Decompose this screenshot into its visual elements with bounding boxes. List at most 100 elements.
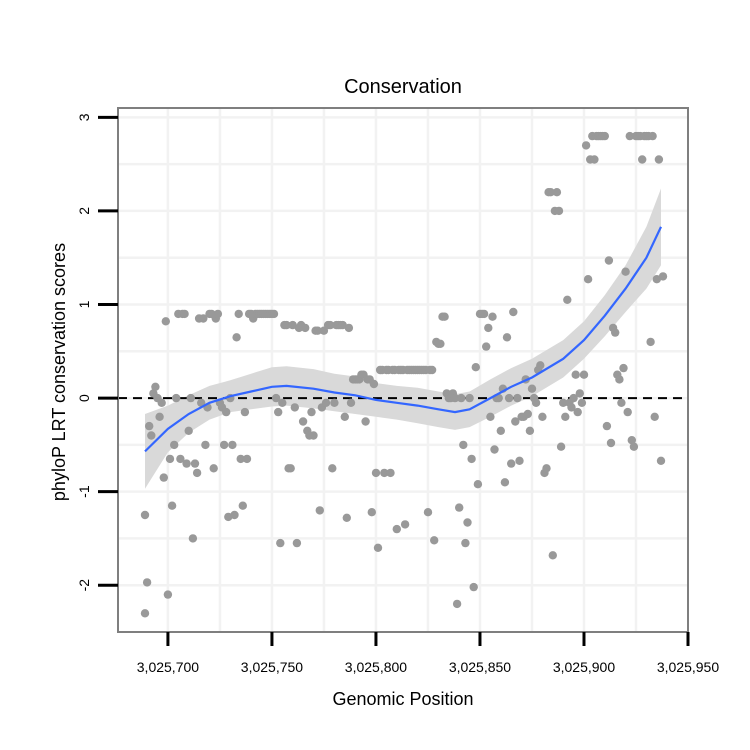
data-point	[271, 393, 281, 403]
data-point	[455, 503, 464, 512]
data-point	[471, 363, 480, 372]
data-point	[569, 393, 578, 403]
data-point	[463, 518, 472, 527]
data-point	[600, 131, 609, 141]
data-point	[457, 393, 466, 403]
data-point	[606, 438, 616, 448]
data-point	[344, 323, 354, 333]
data-point	[222, 407, 231, 417]
data-point	[240, 407, 250, 417]
data-point	[627, 436, 636, 445]
data-point	[527, 384, 537, 393]
data-point	[400, 520, 410, 529]
y-tick-label: -1	[76, 485, 92, 498]
data-point	[552, 188, 562, 197]
data-point	[430, 536, 439, 545]
data-point	[648, 131, 657, 141]
data-point	[330, 398, 339, 407]
data-point	[621, 267, 630, 276]
data-point	[467, 454, 476, 464]
data-point	[274, 407, 283, 417]
data-point	[301, 323, 310, 333]
data-point	[450, 393, 460, 403]
data-point	[232, 333, 241, 342]
x-tick-label: 3,025,850	[449, 659, 511, 675]
data-point	[238, 501, 247, 510]
y-axis: -2 -1 0 1 2 3	[76, 113, 118, 591]
data-point	[513, 393, 522, 403]
data-point	[201, 440, 210, 450]
data-point	[234, 309, 243, 319]
data-point	[373, 543, 383, 552]
data-point	[502, 333, 512, 342]
data-point	[147, 431, 156, 440]
data-point	[309, 431, 318, 440]
data-point	[228, 440, 237, 450]
data-point	[292, 538, 302, 548]
data-point	[602, 421, 612, 431]
data-point	[461, 538, 470, 548]
x-tick-label: 3,025,700	[137, 659, 199, 675]
data-point	[581, 141, 591, 150]
data-point	[486, 412, 495, 421]
data-point	[654, 155, 664, 164]
data-point	[184, 426, 193, 435]
data-point	[236, 454, 245, 464]
data-point	[361, 417, 370, 426]
data-point	[170, 440, 179, 450]
data-point	[209, 464, 218, 473]
data-point	[561, 412, 570, 421]
data-point	[559, 398, 568, 407]
data-point	[604, 256, 614, 265]
data-point	[278, 398, 287, 407]
data-point	[140, 510, 150, 520]
data-point	[151, 382, 160, 391]
x-axis: 3,025,700 3,025,750 3,025,800 3,025,850 3,02…	[137, 632, 719, 675]
data-point	[617, 398, 626, 407]
data-point	[199, 314, 208, 323]
x-tick-label: 3,025,950	[657, 659, 719, 675]
data-point	[482, 342, 491, 351]
data-point	[579, 370, 589, 379]
data-point	[504, 393, 514, 403]
data-point	[615, 375, 624, 384]
data-point	[155, 412, 164, 421]
data-point	[523, 409, 532, 419]
data-point	[465, 393, 474, 403]
data-point	[213, 309, 223, 319]
data-point	[563, 295, 572, 304]
data-point	[611, 328, 620, 337]
data-point	[269, 309, 279, 319]
data-point	[511, 417, 520, 426]
data-point	[427, 365, 437, 375]
data-point	[538, 412, 547, 421]
data-point	[590, 155, 599, 164]
data-point	[548, 551, 557, 560]
data-point	[186, 393, 195, 403]
data-point	[507, 459, 516, 468]
data-point	[509, 307, 518, 317]
data-point	[583, 275, 593, 284]
x-axis-label: Genomic Position	[332, 689, 473, 709]
data-point	[159, 473, 168, 482]
data-point	[326, 320, 335, 330]
data-point	[230, 510, 239, 520]
data-point	[380, 468, 389, 478]
data-point	[638, 155, 647, 164]
data-point	[367, 508, 376, 517]
data-point	[163, 590, 173, 599]
data-point	[469, 582, 478, 592]
data-point	[571, 370, 580, 379]
data-point	[298, 417, 308, 426]
data-point	[546, 188, 555, 197]
data-point	[536, 361, 545, 370]
data-point	[623, 407, 632, 417]
data-point	[436, 339, 445, 348]
data-point	[172, 393, 181, 403]
data-point	[276, 538, 285, 548]
data-point	[167, 501, 177, 510]
data-point	[440, 312, 449, 321]
data-point	[340, 412, 349, 421]
data-point	[140, 609, 150, 618]
